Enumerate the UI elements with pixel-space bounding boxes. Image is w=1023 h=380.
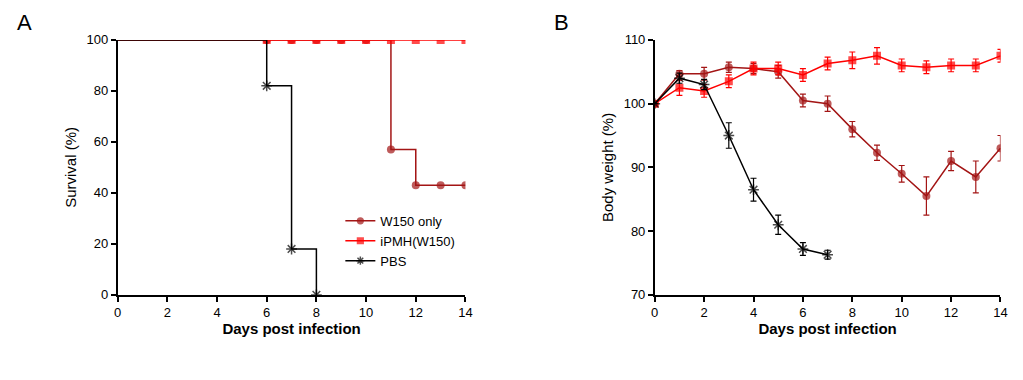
svg-text:PBS: PBS [380, 254, 406, 269]
svg-text:Days post infection: Days post infection [222, 320, 360, 337]
svg-text:20: 20 [94, 236, 108, 251]
svg-text:80: 80 [94, 83, 108, 98]
svg-text:10: 10 [894, 305, 908, 320]
svg-text:60: 60 [94, 134, 108, 149]
svg-text:Survival (%): Survival (%) [62, 127, 79, 208]
svg-text:B: B [554, 10, 569, 35]
svg-text:4: 4 [750, 305, 757, 320]
svg-text:2: 2 [164, 305, 171, 320]
svg-text:14: 14 [993, 305, 1007, 320]
svg-text:14: 14 [458, 305, 472, 320]
svg-text:90: 90 [631, 160, 645, 175]
svg-text:8: 8 [849, 305, 856, 320]
svg-text:110: 110 [625, 32, 646, 47]
svg-text:W150 only: W150 only [380, 214, 442, 229]
svg-text:12: 12 [944, 305, 958, 320]
svg-text:Days post infection: Days post infection [758, 320, 896, 337]
svg-text:12: 12 [409, 305, 423, 320]
svg-text:40: 40 [94, 185, 108, 200]
svg-text:100: 100 [87, 32, 109, 47]
svg-text:100: 100 [624, 96, 646, 111]
svg-text:2: 2 [701, 305, 708, 320]
svg-text:8: 8 [313, 305, 320, 320]
svg-text:70: 70 [631, 287, 645, 302]
svg-text:Body weight (%): Body weight (%) [599, 113, 616, 222]
svg-text:6: 6 [263, 305, 270, 320]
svg-text:iPMH(W150): iPMH(W150) [380, 234, 454, 249]
svg-text:0: 0 [651, 305, 658, 320]
svg-text:80: 80 [631, 224, 645, 239]
svg-text:10: 10 [359, 305, 373, 320]
svg-text:0: 0 [101, 287, 108, 302]
svg-text:0: 0 [114, 305, 121, 320]
svg-text:4: 4 [213, 305, 220, 320]
svg-text:6: 6 [799, 305, 806, 320]
svg-text:A: A [17, 10, 32, 35]
